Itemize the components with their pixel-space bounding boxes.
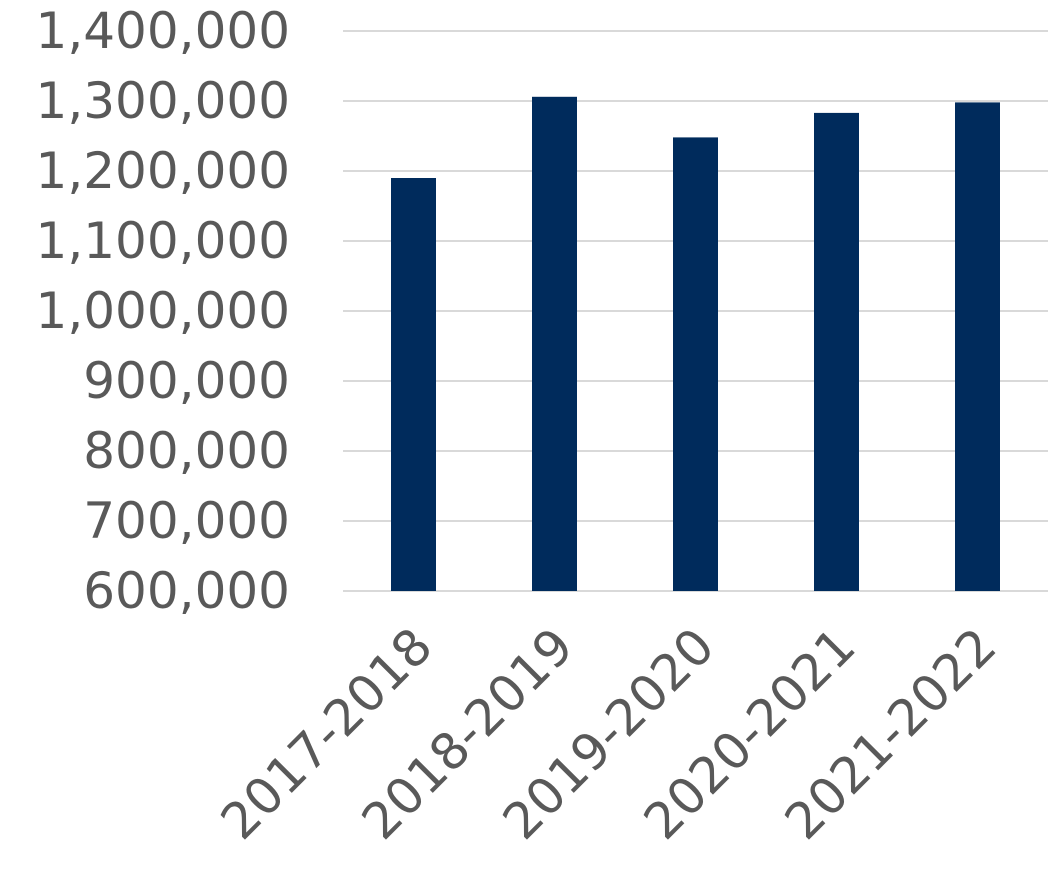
bar-2018-2019 [532,96,577,592]
bar-2021-2022 [955,102,1000,592]
bar-2017-2018 [391,178,436,591]
y-tick-label: 1,300,000 [36,72,290,130]
bar-2020-2021 [814,112,859,592]
x-axis-tick-labels: 2017-20182018-20192019-20202020-20212021… [210,617,1008,851]
y-tick-label: 1,100,000 [36,212,290,270]
bar-2019-2020 [673,137,718,591]
y-tick-label: 800,000 [83,422,290,480]
y-tick-label: 900,000 [83,352,290,410]
y-tick-label: 700,000 [83,492,290,550]
bars [391,96,1000,592]
y-axis-tick-labels: 600,000 700,000 800,000 900,000 1,000,000 1,1… [36,2,290,620]
y-tick-label: 600,000 [83,562,290,620]
y-tick-label: 1,400,000 [36,2,290,60]
y-tick-label: 1,200,000 [36,142,290,200]
y-tick-label: 1,000,000 [36,282,290,340]
